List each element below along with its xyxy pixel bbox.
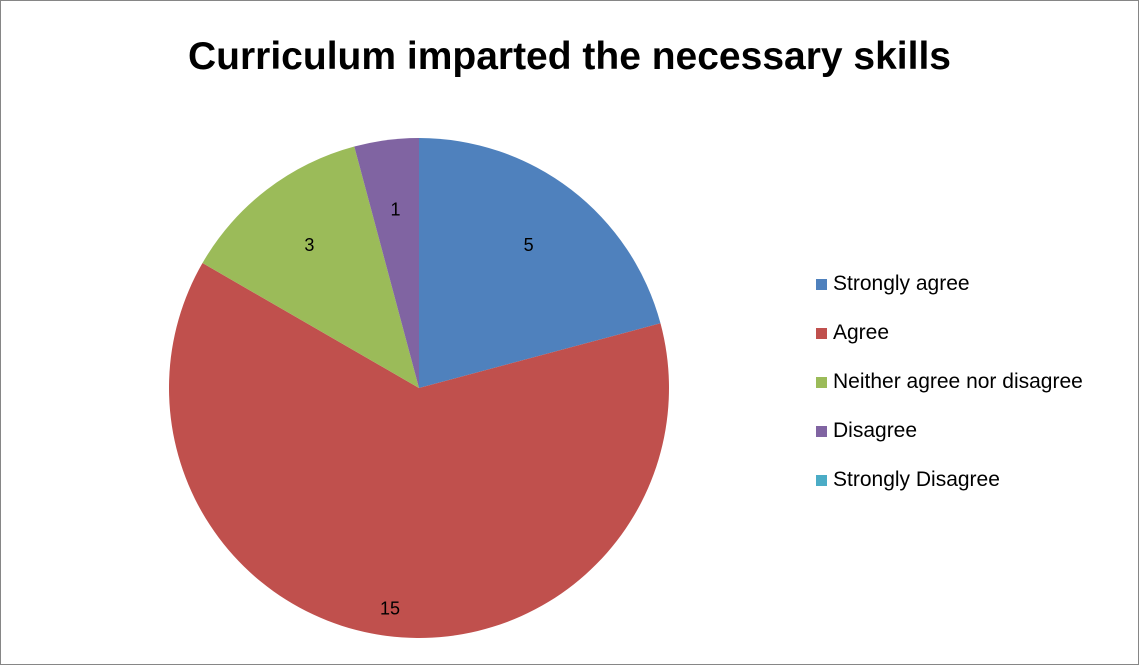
legend-label: Strongly agree: [833, 272, 970, 295]
legend-swatch: [816, 376, 827, 388]
legend-swatch: [816, 278, 827, 290]
pie-slice-agree: [169, 263, 669, 639]
pie-slice-neither-agree-nor-disagree: [202, 146, 419, 388]
chart-title: Curriculum imparted the necessary skills: [188, 35, 951, 78]
legend-item-neither-agree-nor-disagree: Neither agree nor disagree: [816, 367, 1083, 397]
data-label-strongly-agree: 5: [524, 235, 534, 255]
pie-slice-strongly-agree: [419, 138, 661, 388]
legend-item-disagree: Disagree: [816, 416, 1083, 446]
legend-label: Strongly Disagree: [833, 468, 1000, 491]
legend-swatch: [816, 327, 827, 339]
data-label-neither-agree-nor-disagree: 3: [304, 235, 314, 255]
pie-slice-disagree: [354, 138, 419, 388]
chart-legend: Strongly agree Agree Neither agree nor dis…: [816, 269, 1083, 514]
legend-swatch: [816, 425, 827, 437]
data-label-disagree: 1: [390, 200, 400, 220]
legend-label: Neither agree nor disagree: [833, 370, 1083, 393]
legend-item-agree: Agree: [816, 318, 1083, 348]
legend-item-strongly-disagree: Strongly Disagree: [816, 465, 1083, 495]
legend-item-strongly-agree: Strongly agree: [816, 269, 1083, 299]
pie-data-labels: 5 15 3 1: [304, 200, 533, 619]
data-label-agree: 15: [380, 599, 400, 619]
legend-swatch: [816, 474, 827, 486]
legend-label: Agree: [833, 321, 890, 344]
legend-label: Disagree: [833, 419, 918, 442]
pie-slices: [169, 138, 669, 639]
